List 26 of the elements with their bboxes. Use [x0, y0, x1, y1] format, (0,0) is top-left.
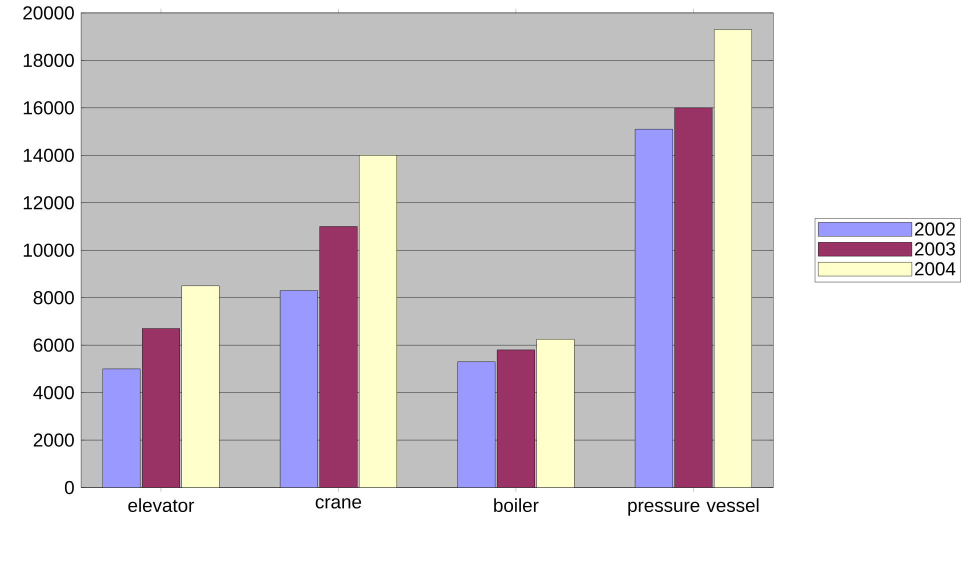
- bar: [280, 290, 318, 488]
- y-tick-label: 18000: [24, 54, 74, 68]
- bar: [714, 30, 752, 488]
- bar: [457, 362, 496, 488]
- y-tick-label: 16000: [24, 101, 74, 115]
- y-tick-label: 0: [64, 481, 74, 494]
- bar: [102, 368, 140, 488]
- legend-label: 2004: [915, 262, 956, 276]
- y-tick-label: 2000: [34, 434, 74, 447]
- x-tick-label: boiler: [494, 498, 539, 512]
- y-tick-label: 14000: [24, 148, 74, 162]
- y-tick-label: 4000: [33, 386, 74, 400]
- bar: [182, 286, 220, 488]
- y-tick-label: 6000: [34, 338, 74, 352]
- bar: [536, 339, 574, 488]
- legend-label: 2002: [915, 222, 955, 236]
- bar: [359, 155, 397, 488]
- x-tick-label: elevator: [128, 498, 194, 512]
- y-tick-label: 8000: [34, 291, 74, 305]
- y-tick-label: 20000: [23, 6, 74, 20]
- x-tick-label: crane: [316, 498, 362, 509]
- bar: [634, 129, 673, 488]
- y-tick-label: 10000: [24, 244, 74, 258]
- y-tick-label: 12000: [24, 196, 74, 210]
- legend-label: 2003: [915, 242, 956, 256]
- x-tick-label: pressure vessel: [628, 498, 758, 516]
